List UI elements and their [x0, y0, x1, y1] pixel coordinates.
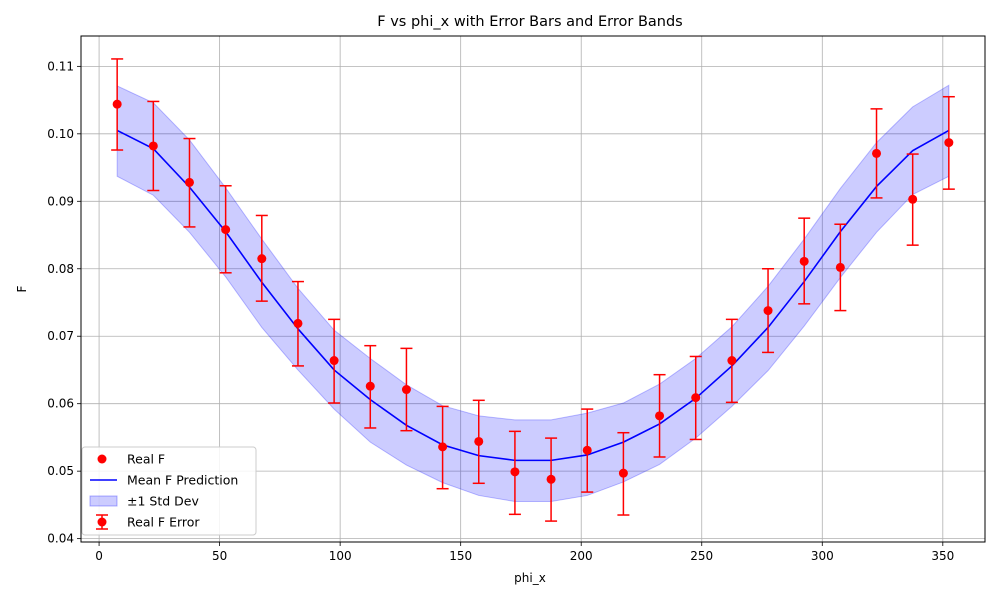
plot-frame — [80, 35, 986, 543]
legend-label: Real F Error — [127, 515, 200, 530]
real-f-point — [510, 467, 520, 477]
y-tick-label: 0.07 — [47, 329, 74, 343]
legend-frame — [81, 446, 257, 536]
real-f-point — [401, 385, 411, 395]
real-f-point — [148, 141, 158, 151]
y-tick-label: 0.08 — [47, 262, 74, 276]
y-tick-label: 0.04 — [47, 532, 74, 546]
legend-label: Real F — [127, 452, 165, 467]
real-f-point — [799, 256, 809, 266]
real-f-point — [112, 99, 122, 109]
mean-prediction-path — [116, 129, 950, 462]
real-f-point — [474, 436, 484, 446]
y-tick-label: 0.11 — [47, 59, 74, 73]
real-f-point — [618, 468, 628, 478]
real-f-point — [763, 306, 773, 316]
real-f-point — [655, 411, 665, 421]
x-tick-label: 300 — [811, 549, 834, 563]
real-f-point — [546, 474, 556, 484]
legend: Real F Mean F Prediction ±1 Std Dev Real F … — [81, 446, 257, 536]
legend-errorbar-dot-icon — [97, 517, 107, 527]
legend-item: Real F — [97, 452, 165, 467]
real-f-point — [582, 445, 592, 455]
y-tick-label: 0.06 — [47, 397, 74, 411]
legend-patch-icon — [89, 495, 118, 507]
y-tick-label: 0.09 — [47, 194, 74, 208]
real-f-point — [727, 356, 737, 366]
real-f-point — [438, 442, 448, 452]
real-f-point — [944, 138, 954, 148]
x-axis-label: phi_x — [514, 571, 546, 585]
real-f-point — [184, 177, 194, 187]
real-f-point — [257, 254, 267, 264]
x-tick-label: 250 — [690, 549, 713, 563]
real-f-point — [365, 381, 375, 391]
legend-item: ±1 Std Dev — [89, 494, 199, 509]
real-f-points — [112, 99, 954, 484]
real-f-point — [691, 393, 701, 403]
grid — [81, 36, 985, 542]
legend-label: Mean F Prediction — [127, 473, 238, 488]
x-tick-label: 150 — [449, 549, 472, 563]
legend-item: Mean F Prediction — [90, 473, 238, 488]
chart-title: F vs phi_x with Error Bars and Error Ban… — [377, 14, 682, 30]
x-axis-ticks: 0 50 100 150 200 250 300 350 — [95, 542, 954, 563]
legend-dot-icon — [97, 454, 107, 464]
real-f-point — [293, 318, 303, 328]
legend-label: ±1 Std Dev — [127, 494, 199, 509]
y-axis-label: F — [15, 285, 29, 292]
y-tick-label: 0.05 — [47, 464, 74, 478]
real-f-point — [221, 225, 231, 235]
y-tick-label: 0.10 — [47, 127, 74, 141]
x-tick-label: 100 — [329, 549, 352, 563]
x-tick-label: 200 — [570, 549, 593, 563]
x-tick-label: 350 — [931, 549, 954, 563]
real-f-point — [908, 194, 918, 204]
y-axis-ticks: 0.04 0.05 0.06 0.07 0.08 0.09 0.10 0.11 — [47, 59, 81, 546]
x-tick-label: 0 — [95, 549, 103, 563]
real-f-point — [329, 356, 339, 366]
legend-item: Real F Error — [96, 514, 200, 530]
real-f-point — [872, 148, 882, 158]
mean-prediction-line — [116, 129, 950, 462]
real-f-point — [835, 262, 845, 272]
x-tick-label: 50 — [212, 549, 227, 563]
